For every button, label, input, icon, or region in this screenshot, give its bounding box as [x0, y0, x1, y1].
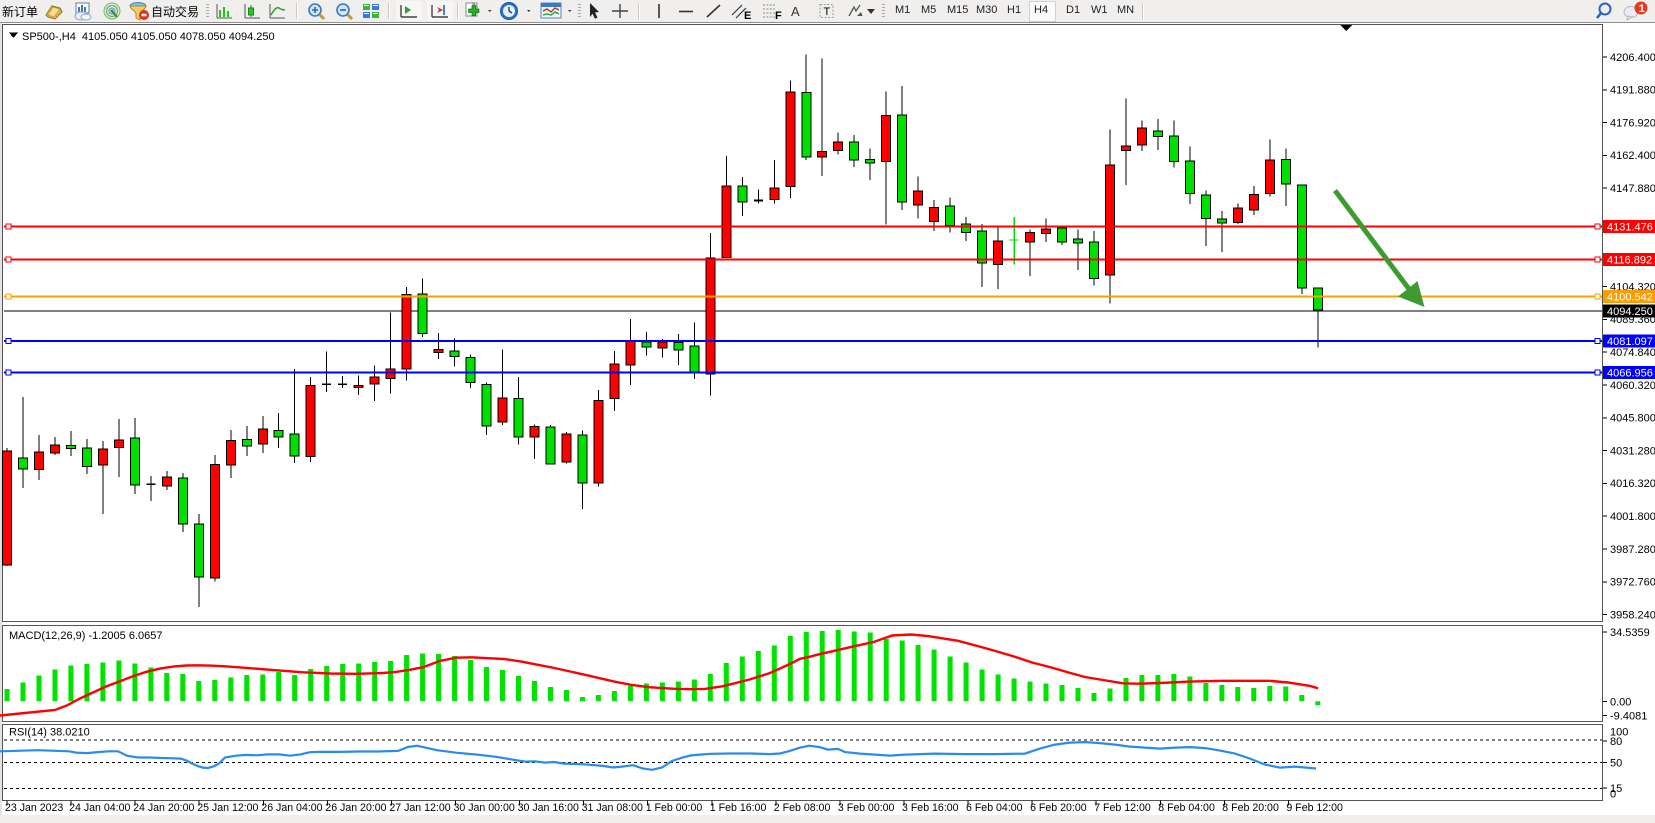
- svg-text:4131.476: 4131.476: [1607, 221, 1653, 233]
- svg-text:4031.280: 4031.280: [1610, 445, 1655, 457]
- svg-text:6 Feb 04:00: 6 Feb 04:00: [966, 802, 1023, 814]
- svg-text:4081.097: 4081.097: [1607, 336, 1653, 348]
- svg-text:34.5359: 34.5359: [1610, 627, 1650, 639]
- svg-text:4147.880: 4147.880: [1610, 183, 1655, 195]
- svg-text:4016.320: 4016.320: [1610, 478, 1655, 490]
- svg-text:4100.542: 4100.542: [1607, 291, 1653, 303]
- svg-text:-9.4081: -9.4081: [1610, 710, 1647, 722]
- svg-text:80: 80: [1610, 736, 1622, 748]
- svg-text:3987.280: 3987.280: [1610, 544, 1655, 556]
- svg-text:RSI(14) 38.0210: RSI(14) 38.0210: [9, 727, 90, 739]
- svg-text:100: 100: [1610, 726, 1628, 738]
- svg-text:31 Jan 08:00: 31 Jan 08:00: [582, 802, 643, 814]
- svg-text:6 Feb 20:00: 6 Feb 20:00: [1030, 802, 1087, 814]
- svg-text:3958.240: 3958.240: [1610, 609, 1655, 621]
- svg-text:MACD(12,26,9) -1.2005 6.0657: MACD(12,26,9) -1.2005 6.0657: [9, 630, 162, 642]
- svg-text:4066.956: 4066.956: [1607, 367, 1653, 379]
- svg-text:4094.250: 4094.250: [1607, 306, 1653, 318]
- svg-text:0.00: 0.00: [1610, 696, 1631, 708]
- svg-text:SP500-,H4 4105.050 4105.050 4: SP500-,H4 4105.050 4105.050 4078.050 409…: [22, 31, 275, 43]
- svg-text:7 Feb 12:00: 7 Feb 12:00: [1094, 802, 1151, 814]
- svg-text:4176.920: 4176.920: [1610, 117, 1655, 129]
- svg-text:25 Jan 12:00: 25 Jan 12:00: [197, 802, 258, 814]
- svg-text:1 Feb 16:00: 1 Feb 16:00: [710, 802, 767, 814]
- svg-text:23 Jan 2023: 23 Jan 2023: [5, 802, 63, 814]
- svg-text:15: 15: [1610, 783, 1622, 795]
- svg-text:9 Feb 12:00: 9 Feb 12:00: [1286, 802, 1343, 814]
- svg-text:30 Jan 16:00: 30 Jan 16:00: [518, 802, 579, 814]
- svg-text:3 Feb 16:00: 3 Feb 16:00: [902, 802, 959, 814]
- svg-text:4074.840: 4074.840: [1610, 347, 1655, 359]
- svg-text:26 Jan 20:00: 26 Jan 20:00: [325, 802, 386, 814]
- svg-text:3 Feb 00:00: 3 Feb 00:00: [838, 802, 895, 814]
- svg-text:27 Jan 12:00: 27 Jan 12:00: [389, 802, 450, 814]
- svg-text:8 Feb 20:00: 8 Feb 20:00: [1222, 802, 1279, 814]
- svg-text:4206.400: 4206.400: [1610, 52, 1655, 64]
- svg-text:4191.880: 4191.880: [1610, 85, 1655, 97]
- svg-text:24 Jan 20:00: 24 Jan 20:00: [133, 802, 194, 814]
- svg-text:24 Jan 04:00: 24 Jan 04:00: [69, 802, 130, 814]
- svg-text:E: E: [744, 10, 751, 21]
- svg-text:T: T: [824, 6, 831, 18]
- svg-text:8 Feb 04:00: 8 Feb 04:00: [1158, 802, 1215, 814]
- svg-text:0: 0: [1610, 788, 1616, 800]
- svg-text:4162.400: 4162.400: [1610, 150, 1655, 162]
- svg-text:30 Jan 00:00: 30 Jan 00:00: [454, 802, 515, 814]
- svg-text:50: 50: [1610, 757, 1622, 769]
- svg-text:4001.800: 4001.800: [1610, 511, 1655, 523]
- svg-text:4045.800: 4045.800: [1610, 413, 1655, 425]
- svg-text:1: 1: [1639, 3, 1645, 15]
- svg-text:4060.320: 4060.320: [1610, 380, 1655, 392]
- svg-text:26 Jan 04:00: 26 Jan 04:00: [261, 802, 322, 814]
- svg-text:1 Feb 00:00: 1 Feb 00:00: [646, 802, 703, 814]
- svg-text:F: F: [775, 10, 782, 21]
- svg-text:4116.892: 4116.892: [1607, 254, 1652, 266]
- svg-text:3972.760: 3972.760: [1610, 577, 1655, 589]
- svg-text:2 Feb 08:00: 2 Feb 08:00: [774, 802, 831, 814]
